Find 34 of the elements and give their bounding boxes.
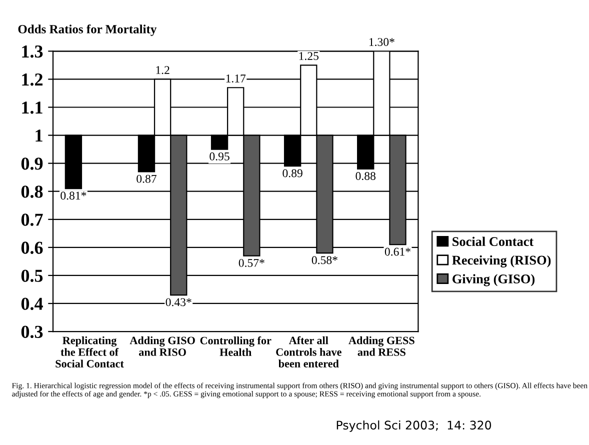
text: Psychol Sci 2003; 14: 320 xyxy=(336,420,492,432)
data-label: 0.58* xyxy=(312,256,338,264)
data-label: 1.30* xyxy=(369,38,394,46)
y-tick-label: 0.7 xyxy=(21,214,43,226)
legend-label: Social Contact xyxy=(452,236,534,246)
data-label: 0.87 xyxy=(136,174,156,183)
chart-title: Odds Ratios for Mortality xyxy=(18,24,157,36)
data-label: 0.57* xyxy=(238,258,264,267)
y-tick-label: 0.6 xyxy=(21,242,43,254)
data-label: 1.2 xyxy=(156,66,170,74)
x-tick-label: Adding GISO and RISO xyxy=(130,336,195,356)
data-label: 0.89 xyxy=(282,169,302,178)
x-tick-label: Adding GESS and RESS xyxy=(348,336,414,356)
data-label: 0.81* xyxy=(60,192,86,200)
data-label: 0.95 xyxy=(210,152,230,160)
y-tick-label: 1 xyxy=(36,130,42,142)
data-label: 1.17 xyxy=(226,74,246,82)
y-tick-label: 0.4 xyxy=(21,298,43,310)
legend-label: Receiving (RISO) xyxy=(452,255,551,268)
y-tick-label: 0.9 xyxy=(21,158,43,170)
x-tick-label: Controlling for Health xyxy=(200,336,272,356)
data-label: 0.88 xyxy=(356,172,376,180)
y-tick-label: 1.1 xyxy=(22,102,42,114)
data-label: 1.25 xyxy=(299,52,319,60)
legend-label: Giving (GISO) xyxy=(452,274,535,286)
data-label: 0.61* xyxy=(384,248,410,256)
data-label: 0.43* xyxy=(166,298,192,306)
y-tick-label: 0.3 xyxy=(21,326,43,338)
y-tick-label: 0.5 xyxy=(21,270,43,282)
x-tick-label: After all Controls have been entered xyxy=(276,336,342,368)
y-tick-label: 0.8 xyxy=(21,186,43,198)
y-tick-label: 1.2 xyxy=(22,74,43,86)
y-tick-label: 1.3 xyxy=(22,45,43,58)
x-tick-label: Replicating the Effect of Social Contact xyxy=(56,336,124,368)
